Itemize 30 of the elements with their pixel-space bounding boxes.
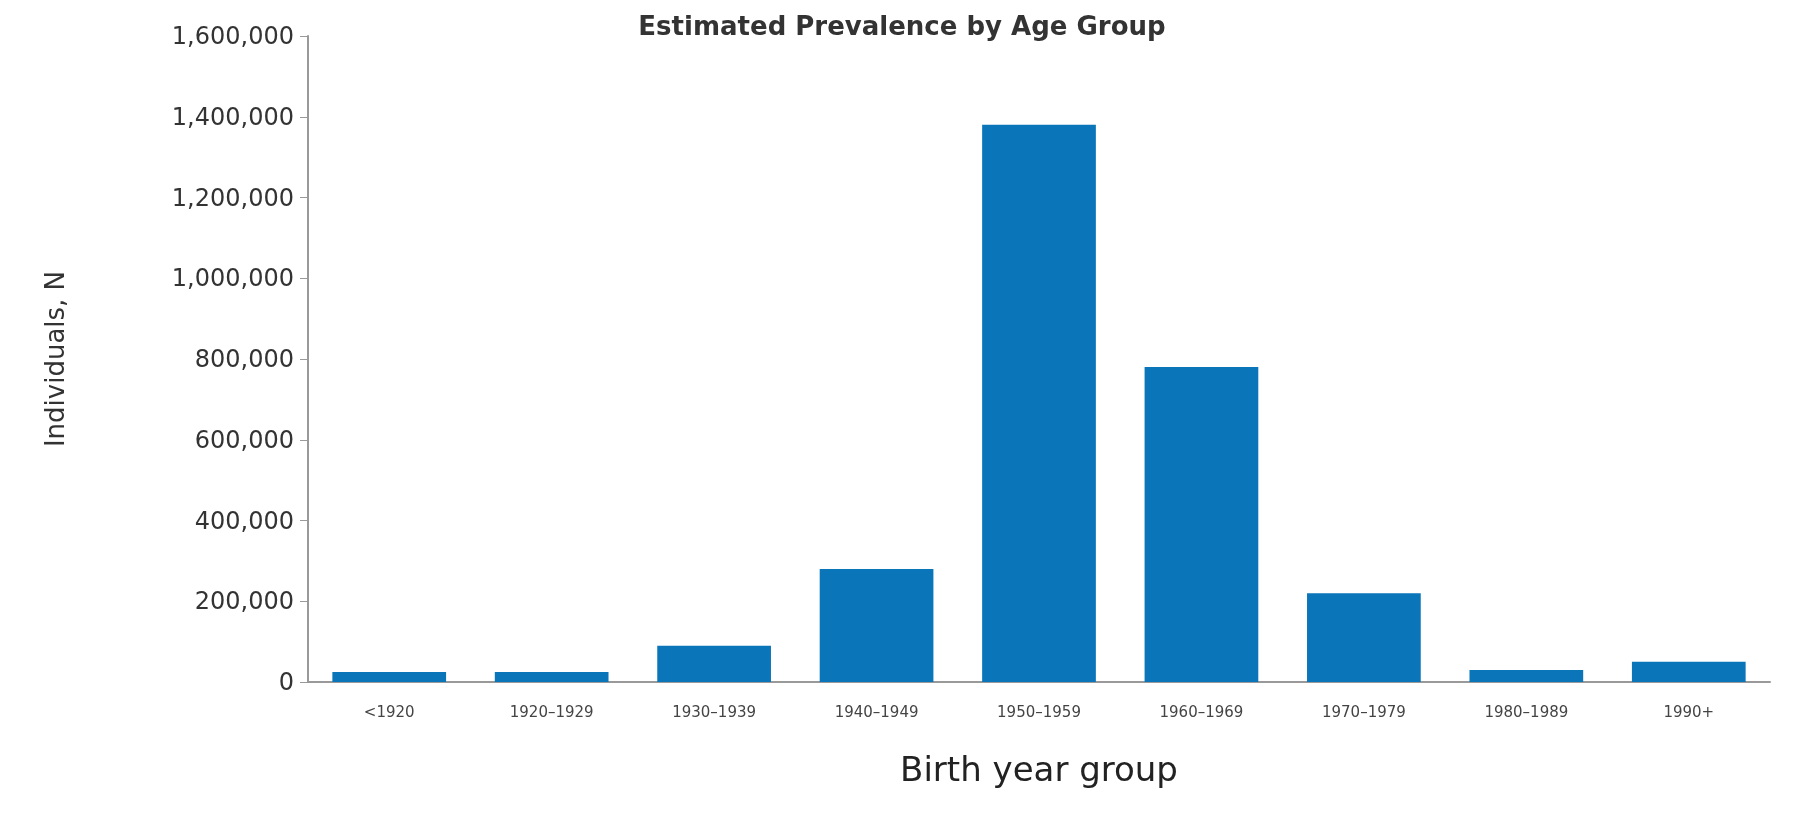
bar — [1469, 669, 1584, 682]
y-tick-label: 0 — [278, 668, 294, 696]
bar — [494, 671, 609, 682]
x-tick-label: 1960–1969 — [1159, 702, 1244, 721]
x-tick-label: 1950–1959 — [997, 702, 1081, 721]
x-tick-label: 1920–1929 — [509, 702, 594, 721]
y-tick-label: 800,000 — [194, 345, 294, 373]
x-tick-label: 1970–1979 — [1321, 702, 1406, 721]
x-tick-label: <1920 — [363, 702, 415, 721]
y-tick-label: 1,000,000 — [171, 264, 294, 293]
bar — [982, 124, 1096, 682]
bar — [819, 568, 934, 682]
x-tick-label: 1980–1989 — [1484, 702, 1569, 721]
y-tick-label: 1,600,000 — [171, 22, 294, 50]
bar — [1307, 593, 1421, 682]
chart-title: Estimated Prevalence by Age Group — [638, 11, 1166, 41]
y-axis-title: Individuals, N — [40, 270, 70, 448]
x-axis-title: Birth year group — [900, 749, 1178, 789]
y-tick-label: 1,400,000 — [171, 102, 294, 131]
y-tick-label: 400,000 — [194, 506, 294, 535]
y-tick-label: 1,200,000 — [171, 183, 294, 212]
y-tick-label: 200,000 — [194, 587, 294, 616]
y-tick-label: 600,000 — [194, 425, 294, 454]
bar — [332, 671, 447, 682]
x-tick-label: 1930–1939 — [672, 702, 757, 721]
bar — [1144, 367, 1259, 682]
bar — [1631, 661, 1746, 682]
bar — [657, 645, 771, 682]
x-tick-label: 1990+ — [1663, 702, 1715, 721]
x-tick-label: 1940–1949 — [834, 702, 919, 721]
